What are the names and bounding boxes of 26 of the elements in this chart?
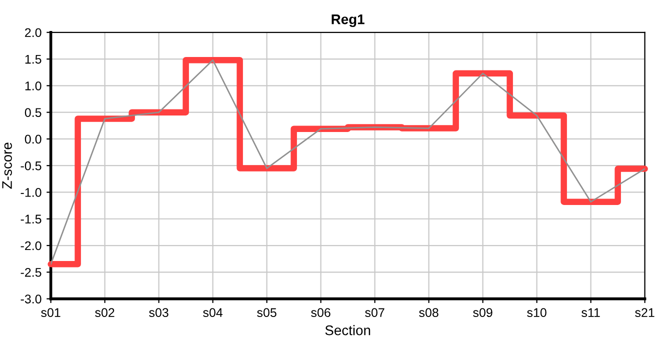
y-tick-label: -1.0 (20, 188, 42, 197)
chart-title: Reg1 (332, 14, 364, 28)
y-tick-label: -0.5 (20, 161, 42, 170)
y-tick-label: -2.0 (20, 241, 42, 250)
x-tick-label: s08 (419, 308, 438, 318)
y-tick-label: 0.0 (24, 134, 42, 144)
x-tick-label: s21 (635, 308, 654, 318)
x-tick-label: s06 (311, 308, 330, 318)
x-tick-label: s09 (473, 308, 492, 318)
x-tick-label: s04 (203, 308, 223, 318)
y-tick-label: 1.5 (25, 54, 42, 64)
y-axis-title: Z-score (2, 142, 12, 189)
y-tick-label: -2.5 (20, 268, 42, 277)
y-tick-label: 2.0 (25, 28, 42, 38)
x-tick-label: s07 (365, 308, 384, 318)
y-tick-label: -3.0 (20, 294, 42, 304)
x-tick-label: s10 (527, 308, 546, 318)
y-tick-label: 1.0 (25, 81, 42, 90)
x-tick-label: s11 (582, 308, 600, 318)
y-tick-label: -1.5 (20, 214, 42, 224)
x-axis-title: Section (325, 325, 370, 336)
y-tick-label: 0.5 (24, 108, 42, 117)
x-tick-label: s01 (41, 308, 60, 318)
x-tick-label: s05 (257, 308, 276, 318)
x-tick-label: s03 (149, 308, 168, 318)
x-tick-label: s02 (95, 308, 114, 318)
